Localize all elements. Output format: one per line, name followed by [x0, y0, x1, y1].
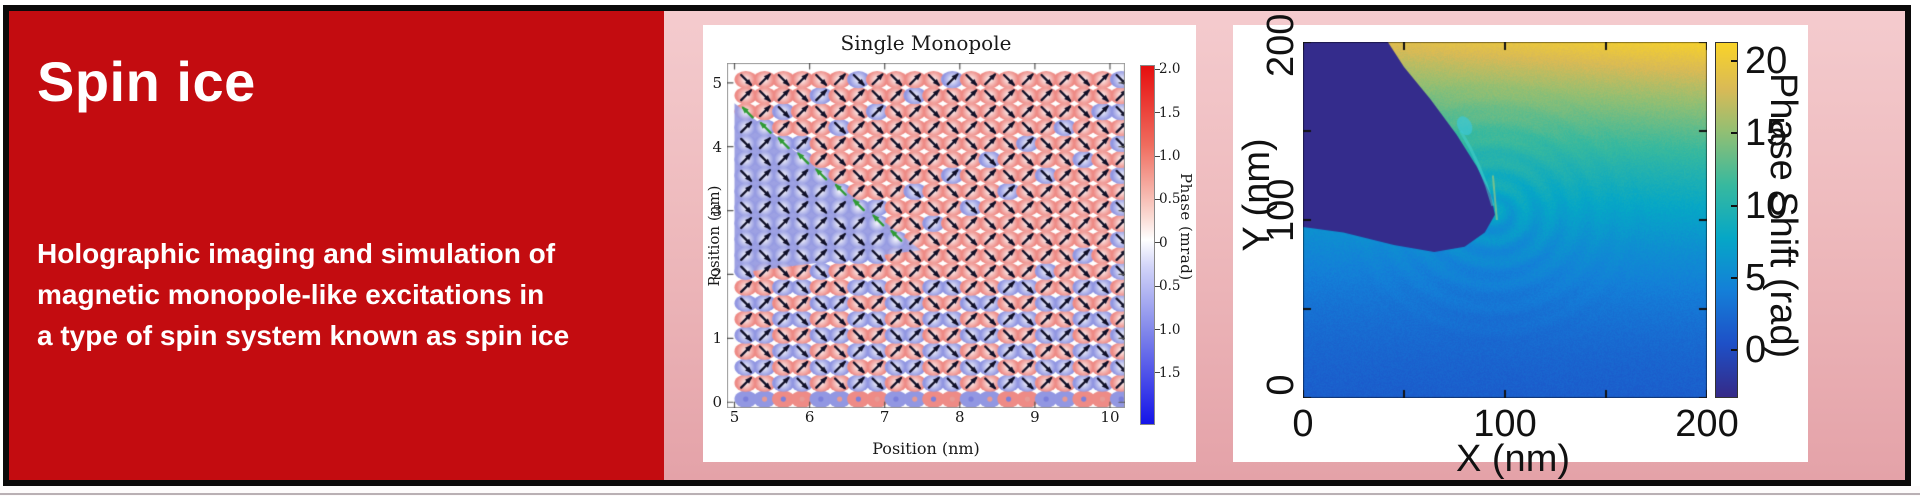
colorbar-tick — [1731, 132, 1737, 135]
x-tick-label: 200 — [1675, 403, 1739, 445]
y-tick-label: 0 — [1260, 374, 1302, 396]
colorbar-tick-label: 0 — [1159, 234, 1168, 251]
colorbar-label: Phase Shift (rad) — [1762, 73, 1804, 359]
colorbar-tick — [1155, 329, 1160, 331]
description-line-3: a type of spin system known as spin ice — [37, 320, 570, 351]
left-red-panel: Spin ice Holographic imaging and simulat… — [9, 11, 664, 480]
colorbar-tick-label: 1.5 — [1159, 364, 1181, 381]
colorbar-tick — [1155, 68, 1160, 70]
colorbar-tick — [1155, 112, 1160, 114]
slide-title: Spin ice — [37, 50, 256, 113]
colorbar-tick — [1155, 372, 1160, 374]
colorbar-tick-label: 15 — [1745, 112, 1788, 155]
hologram-phase-figure: 0 100 200 0 100 200 Y (nm) X (nm) 20 15 10 5 0 Ph… — [1233, 13, 1808, 480]
colorbar-label: Phase (mrad) — [1177, 173, 1195, 281]
x-tick-label: 9 — [1030, 408, 1040, 426]
x-axis-label: X (nm) — [1456, 438, 1570, 480]
bottom-margin — [0, 486, 1920, 496]
colorbar-tick — [1155, 155, 1160, 157]
description-line-1: Holographic imaging and simulation of — [37, 238, 556, 269]
colorbar-tick-label: 1.5 — [1159, 104, 1181, 121]
colorbar-tick-label: 10 — [1745, 184, 1788, 227]
y-tick-label: 1 — [712, 329, 722, 348]
y-tick-label: 5 — [712, 73, 722, 92]
bottom-divider-line — [0, 493, 1920, 495]
simulation-quiver-figure: Single Monopole Position (nm) 0 1 2 3 4 5 5 6 7 8… — [703, 25, 1196, 462]
colorbar-tick-label: 0 — [1745, 329, 1767, 372]
phase-shift-colorbar — [1715, 42, 1738, 398]
colorbar-tick — [1155, 242, 1160, 244]
colorbar-tick — [1731, 349, 1737, 352]
colorbar-tick — [1731, 276, 1737, 279]
x-axis-label: Position (nm) — [872, 439, 980, 458]
slide-frame: Spin ice Holographic imaging and simulat… — [3, 5, 1911, 486]
y-tick-label: 4 — [712, 137, 722, 156]
phase-colorbar — [1140, 65, 1155, 425]
y-axis-label: Y (nm) — [1236, 138, 1278, 252]
colorbar-tick-label: 0.5 — [1159, 191, 1181, 208]
y-axis-label: Position (nm) — [705, 185, 723, 287]
colorbar-tick — [1731, 204, 1737, 207]
colorbar-tick — [1731, 59, 1737, 62]
x-tick-label: 5 — [729, 408, 740, 426]
x-tick-label: 8 — [955, 408, 965, 426]
slide-description: Holographic imaging and simulation of ma… — [37, 233, 569, 356]
colorbar-tick — [1155, 285, 1160, 287]
x-tick-label: 10 — [1100, 408, 1120, 426]
figure-title: Single Monopole — [840, 31, 1012, 55]
colorbar-tick-label: 1.0 — [1159, 321, 1181, 338]
y-tick-label: 0 — [712, 393, 722, 412]
y-tick-label: 200 — [1260, 13, 1302, 77]
x-tick-label: 100 — [1473, 403, 1537, 445]
quiver-plot-canvas — [727, 63, 1125, 408]
x-tick-label: 0 — [1292, 403, 1314, 445]
x-tick-label: 6 — [804, 408, 815, 426]
colorbar-tick-label: 5 — [1745, 256, 1767, 299]
y-tick-label: 2 — [712, 265, 722, 284]
x-tick-label: 7 — [879, 408, 890, 426]
colorbar-tick-label: 20 — [1745, 39, 1788, 82]
colorbar-tick — [1155, 198, 1160, 200]
description-line-2: magnetic monopole-like excitations in — [37, 279, 545, 310]
y-tick-label: 3 — [712, 201, 722, 220]
colorbar-tick-label: 0.5 — [1159, 278, 1181, 295]
phase-map-canvas — [1303, 42, 1707, 398]
colorbar-tick-label: 1.0 — [1159, 148, 1181, 165]
colorbar-tick-label: 2.0 — [1159, 61, 1181, 78]
